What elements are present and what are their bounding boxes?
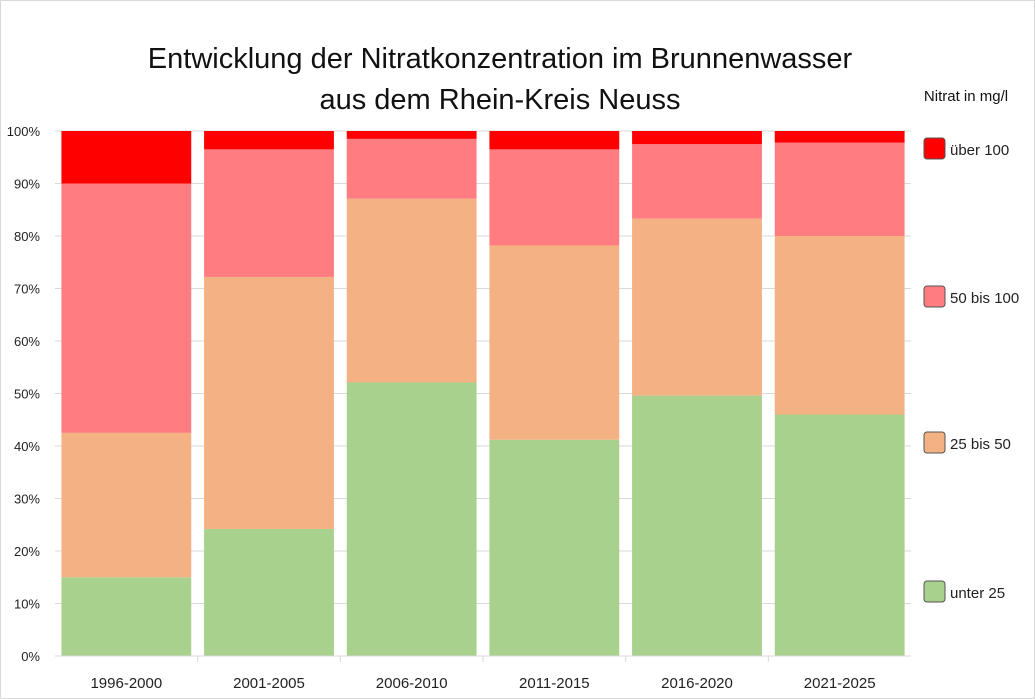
- bar-segment: [774, 142, 905, 236]
- chart-title-line-1: Entwicklung der Nitratkonzentration im B…: [147, 43, 853, 75]
- legend: über 100 50 bis 100 25 bis 50 unter 25: [923, 137, 1019, 603]
- bar-segment: [632, 395, 762, 656]
- y-tick-label: 50%: [14, 387, 40, 402]
- bar-segment: [61, 577, 192, 656]
- legend-title: Nitrat in mg/l: [923, 88, 1009, 105]
- bar-segment: [489, 439, 620, 656]
- legend-swatch: [923, 431, 946, 454]
- y-tick-label: 100%: [7, 124, 41, 139]
- bar-segment: [346, 138, 477, 199]
- bar-segment: [489, 131, 620, 150]
- bar-segment: [346, 382, 477, 656]
- y-tick-label: 60%: [14, 334, 40, 349]
- x-tick-label: 2011-2015: [519, 675, 590, 692]
- bar-segment: [61, 131, 192, 184]
- bar-segment: [204, 131, 334, 150]
- bar-segment: [632, 144, 762, 219]
- bar-segment: [346, 131, 477, 139]
- x-tick-label: 2006-2010: [376, 675, 448, 692]
- y-tick-label: 10%: [14, 597, 40, 612]
- bar-segment: [489, 245, 620, 440]
- bar-segment: [774, 131, 905, 143]
- gridlines: [55, 130, 911, 604]
- x-tick-label: 1996-2000: [90, 675, 162, 692]
- bar-segment: [204, 276, 334, 529]
- y-tick-label: 40%: [14, 439, 40, 454]
- legend-label: 50 bis 100: [950, 290, 1019, 307]
- bar-segment: [346, 198, 477, 383]
- legend-label: unter 25: [950, 585, 1005, 602]
- legend-label: 25 bis 50: [950, 436, 1011, 453]
- bar-segment: [204, 528, 334, 656]
- bar-stacks: [61, 131, 905, 656]
- bar-segment: [632, 131, 762, 145]
- chart-title-line-2: aus dem Rhein-Kreis Neuss: [319, 84, 681, 116]
- legend-swatch: [923, 285, 946, 308]
- x-tick-labels: 1996-2000 2001-2005 2006-2010 2011-2015 2016…: [90, 675, 875, 692]
- bar-segment: [61, 183, 192, 433]
- y-tick-label: 80%: [14, 229, 40, 244]
- bar-segment: [774, 414, 905, 656]
- y-tick-label: 70%: [14, 282, 40, 297]
- bar-segment: [774, 236, 905, 415]
- bar-segment: [204, 149, 334, 277]
- y-tick-label: 0%: [21, 649, 40, 664]
- x-tick-label: 2016-2020: [661, 675, 733, 692]
- x-tick-label: 2001-2005: [233, 675, 305, 692]
- y-tick-labels: 0% 10% 20% 30% 40% 50% 60% 70% 80% 90% 100%: [7, 124, 41, 664]
- bar-segment: [61, 432, 192, 578]
- legend-label: über 100: [950, 142, 1009, 159]
- bar-segment: [632, 218, 762, 396]
- y-tick-label: 30%: [14, 492, 40, 507]
- x-tick-label: 2021-2025: [804, 675, 876, 692]
- axes: [55, 655, 911, 662]
- bar-segment: [489, 149, 620, 246]
- y-tick-label: 90%: [14, 177, 40, 192]
- legend-swatch: [923, 580, 946, 603]
- y-tick-label: 20%: [14, 544, 40, 559]
- legend-swatch: [923, 137, 946, 160]
